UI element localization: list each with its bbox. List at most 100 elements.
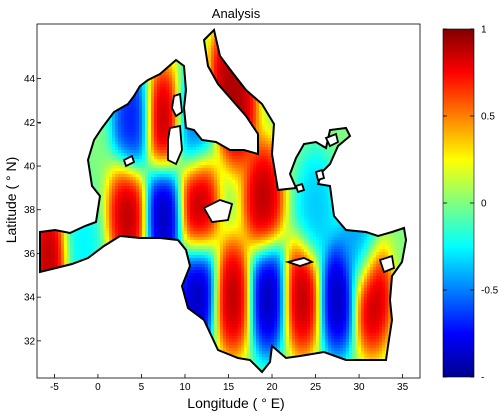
heatmap-cell bbox=[367, 123, 371, 127]
heatmap-cell bbox=[208, 87, 212, 91]
heatmap-cell bbox=[346, 72, 350, 76]
heatmap-cell bbox=[181, 111, 185, 115]
heatmap-cell bbox=[46, 51, 50, 55]
heatmap-cell bbox=[361, 81, 365, 85]
heatmap-cell bbox=[316, 123, 320, 127]
heatmap-cell bbox=[253, 45, 257, 49]
heatmap-cell bbox=[367, 33, 371, 37]
heatmap-cell bbox=[148, 51, 152, 55]
heatmap-cell bbox=[304, 30, 308, 31]
heatmap-cell bbox=[376, 75, 380, 79]
heatmap-cell bbox=[160, 63, 164, 67]
heatmap-cell bbox=[40, 99, 41, 103]
heatmap-cell bbox=[43, 57, 47, 61]
heatmap-cell bbox=[109, 126, 113, 130]
heatmap-cell bbox=[334, 105, 338, 109]
heatmap-cell bbox=[394, 36, 398, 40]
heatmap-cell bbox=[88, 114, 92, 118]
heatmap-cell bbox=[130, 75, 134, 79]
heatmap-cell bbox=[373, 57, 377, 61]
heatmap-cell bbox=[175, 48, 179, 52]
heatmap-cell bbox=[40, 72, 41, 76]
heatmap-cell bbox=[367, 69, 371, 73]
heatmap-cell bbox=[268, 132, 272, 136]
heatmap-cell bbox=[55, 108, 59, 112]
heatmap-cell bbox=[199, 120, 203, 124]
heatmap-cell bbox=[46, 123, 50, 127]
heatmap-cell bbox=[49, 45, 53, 49]
heatmap-cell bbox=[133, 81, 137, 85]
heatmap-cell bbox=[112, 126, 116, 130]
heatmap-cell bbox=[304, 132, 308, 136]
heatmap-cell bbox=[262, 93, 266, 97]
heatmap-cell bbox=[400, 105, 404, 109]
heatmap-cell bbox=[370, 39, 374, 43]
heatmap-cell bbox=[337, 105, 341, 109]
heatmap-cell bbox=[112, 120, 116, 124]
heatmap-cell bbox=[61, 60, 65, 64]
heatmap-cell bbox=[358, 111, 362, 115]
heatmap-cell bbox=[157, 30, 161, 31]
heatmap-cell bbox=[403, 135, 406, 139]
heatmap-cell bbox=[247, 111, 251, 115]
heatmap-cell bbox=[334, 60, 338, 64]
heatmap-cell bbox=[328, 111, 332, 115]
heatmap-cell bbox=[373, 66, 377, 70]
heatmap-cell bbox=[268, 42, 272, 46]
heatmap-cell bbox=[355, 60, 359, 64]
heatmap-cell bbox=[289, 75, 293, 79]
heatmap-cell bbox=[133, 117, 137, 121]
heatmap-cell bbox=[313, 129, 317, 133]
heatmap-cell bbox=[277, 105, 281, 109]
heatmap-cell bbox=[79, 75, 83, 79]
heatmap-cell bbox=[382, 36, 386, 40]
heatmap-cell bbox=[364, 126, 368, 130]
heatmap-cell bbox=[400, 30, 404, 31]
heatmap-cell bbox=[349, 66, 353, 70]
heatmap-cell bbox=[169, 93, 173, 97]
heatmap-cell bbox=[79, 51, 83, 55]
heatmap-cell bbox=[157, 48, 161, 52]
heatmap-cell bbox=[88, 60, 92, 64]
heatmap-cell bbox=[355, 138, 359, 142]
heatmap-cell bbox=[259, 132, 263, 136]
heatmap-cell bbox=[307, 84, 311, 88]
heatmap-cell bbox=[376, 123, 380, 127]
heatmap-cell bbox=[115, 96, 119, 100]
heatmap-cell bbox=[133, 69, 137, 73]
heatmap-cell bbox=[415, 78, 419, 82]
heatmap-cell bbox=[265, 123, 269, 127]
heatmap-cell bbox=[268, 81, 272, 85]
heatmap-cell bbox=[109, 108, 113, 112]
heatmap-cell bbox=[376, 87, 380, 91]
heatmap-cell bbox=[202, 33, 206, 37]
heatmap-cell bbox=[139, 93, 143, 97]
heatmap-cell bbox=[358, 114, 362, 118]
heatmap-cell bbox=[235, 81, 239, 85]
heatmap-cell bbox=[235, 30, 239, 31]
heatmap-cell bbox=[163, 45, 167, 49]
heatmap-cell bbox=[184, 57, 188, 61]
heatmap-cell bbox=[199, 54, 203, 58]
heatmap-cell bbox=[49, 39, 53, 43]
heatmap-cell bbox=[40, 75, 44, 79]
heatmap-cell bbox=[340, 36, 344, 40]
heatmap-cell bbox=[334, 96, 338, 100]
heatmap-cell bbox=[88, 105, 92, 109]
heatmap-cell bbox=[52, 39, 56, 43]
heatmap-cell bbox=[106, 66, 110, 70]
heatmap-cell bbox=[286, 87, 290, 91]
heatmap-cell bbox=[190, 75, 194, 79]
heatmap-cell bbox=[64, 120, 68, 124]
heatmap-cell bbox=[271, 114, 275, 118]
heatmap-cell bbox=[379, 54, 383, 58]
heatmap-cell bbox=[172, 51, 176, 55]
heatmap-cell bbox=[289, 72, 293, 76]
heatmap-cell bbox=[304, 24, 308, 28]
heatmap-cell bbox=[190, 129, 194, 133]
heatmap-cell bbox=[397, 33, 401, 37]
heatmap-cell bbox=[349, 30, 353, 31]
heatmap-cell bbox=[58, 54, 62, 58]
heatmap-cell bbox=[391, 87, 395, 91]
heatmap-cell bbox=[160, 102, 164, 106]
